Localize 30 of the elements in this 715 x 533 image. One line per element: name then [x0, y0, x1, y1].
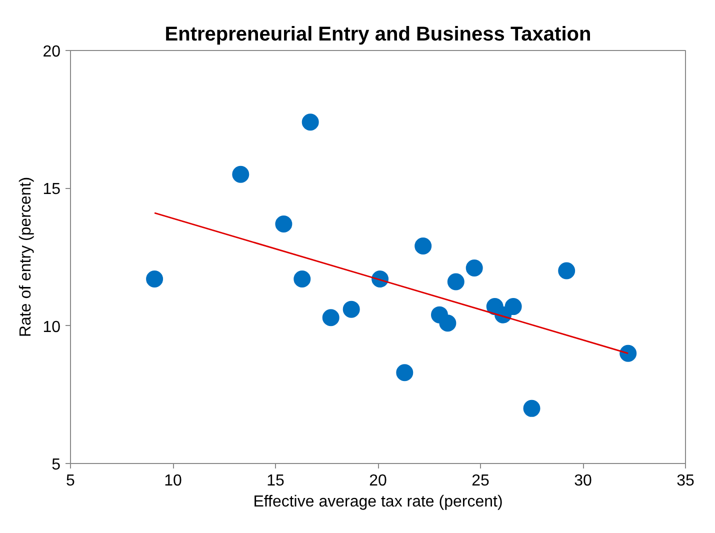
- point: [396, 364, 414, 382]
- y-axis-title: Rate of entry (percent): [18, 176, 35, 338]
- chart-title: Entrepreneurial Entry and Business Taxation: [164, 24, 592, 46]
- point: [558, 262, 576, 280]
- y-tick-label: 15: [42, 181, 61, 198]
- point: [414, 238, 432, 254]
- x-tick-label: 30: [574, 472, 592, 490]
- point: [146, 270, 164, 288]
- point: [447, 273, 464, 290]
- y-tick-label: 10: [42, 318, 61, 336]
- x-axis-title: Effective average tax rate (percent): [253, 494, 503, 510]
- point: [466, 260, 483, 276]
- x-tick-label: 25: [472, 472, 490, 490]
- x-tick-label: 15: [266, 472, 284, 490]
- point: [322, 309, 340, 326]
- point: [620, 344, 637, 362]
- y-tick-label: 20: [42, 44, 61, 60]
- x-tick-label: 10: [164, 472, 182, 490]
- y-tick-label: 5: [52, 456, 61, 474]
- point: [523, 400, 540, 417]
- point: [302, 114, 319, 131]
- point: [439, 314, 456, 332]
- x-tick-label: 5: [66, 472, 76, 490]
- point: [275, 215, 292, 232]
- point: [232, 166, 250, 183]
- point: [294, 270, 311, 288]
- point: [342, 300, 360, 318]
- point: [504, 298, 522, 316]
- x-tick-label: 20: [369, 472, 387, 490]
- x-tick-label: 35: [676, 472, 694, 490]
